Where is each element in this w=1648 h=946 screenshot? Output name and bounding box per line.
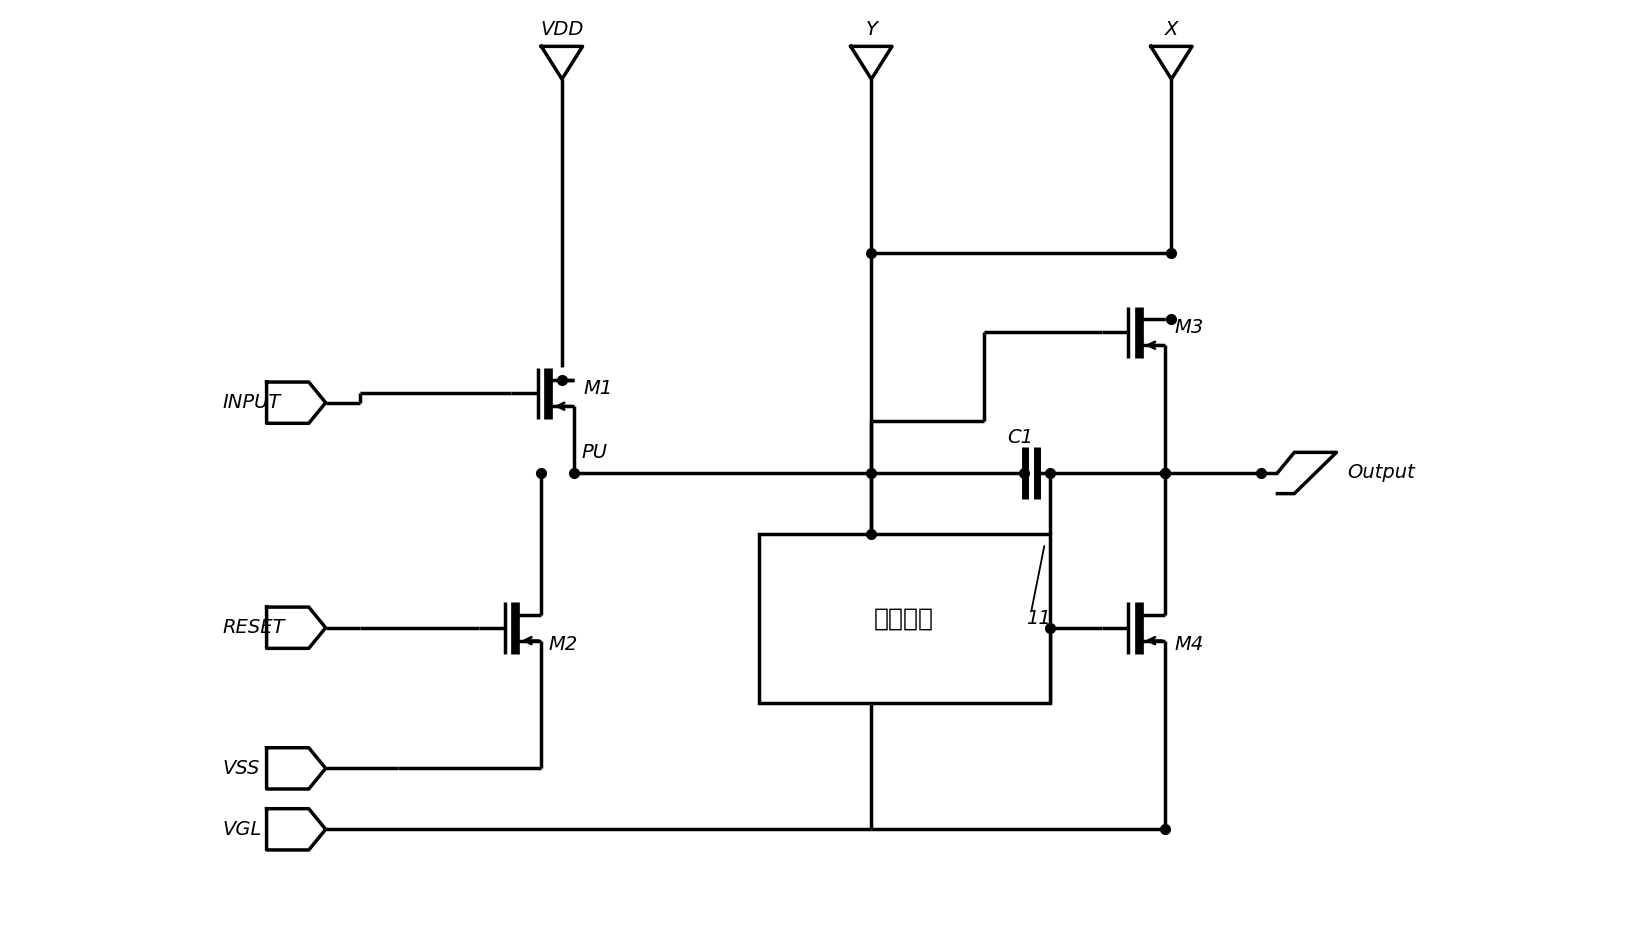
Text: PU: PU [582,443,606,462]
Text: 11: 11 [1025,609,1050,628]
Text: M2: M2 [549,635,578,654]
Text: C1: C1 [1007,428,1033,447]
Text: X: X [1163,20,1177,39]
Text: RESET: RESET [222,619,285,638]
Text: M3: M3 [1173,318,1203,337]
Text: INPUT: INPUT [222,394,280,412]
Text: Y: Y [865,20,877,39]
Text: M1: M1 [583,379,613,398]
FancyBboxPatch shape [758,534,1048,703]
Text: Output: Output [1346,464,1414,482]
Text: VSS: VSS [222,759,260,778]
Text: VGL: VGL [222,820,262,839]
Text: VDD: VDD [541,20,583,39]
Text: 下拉模块: 下拉模块 [873,606,934,630]
Text: M4: M4 [1173,635,1203,654]
